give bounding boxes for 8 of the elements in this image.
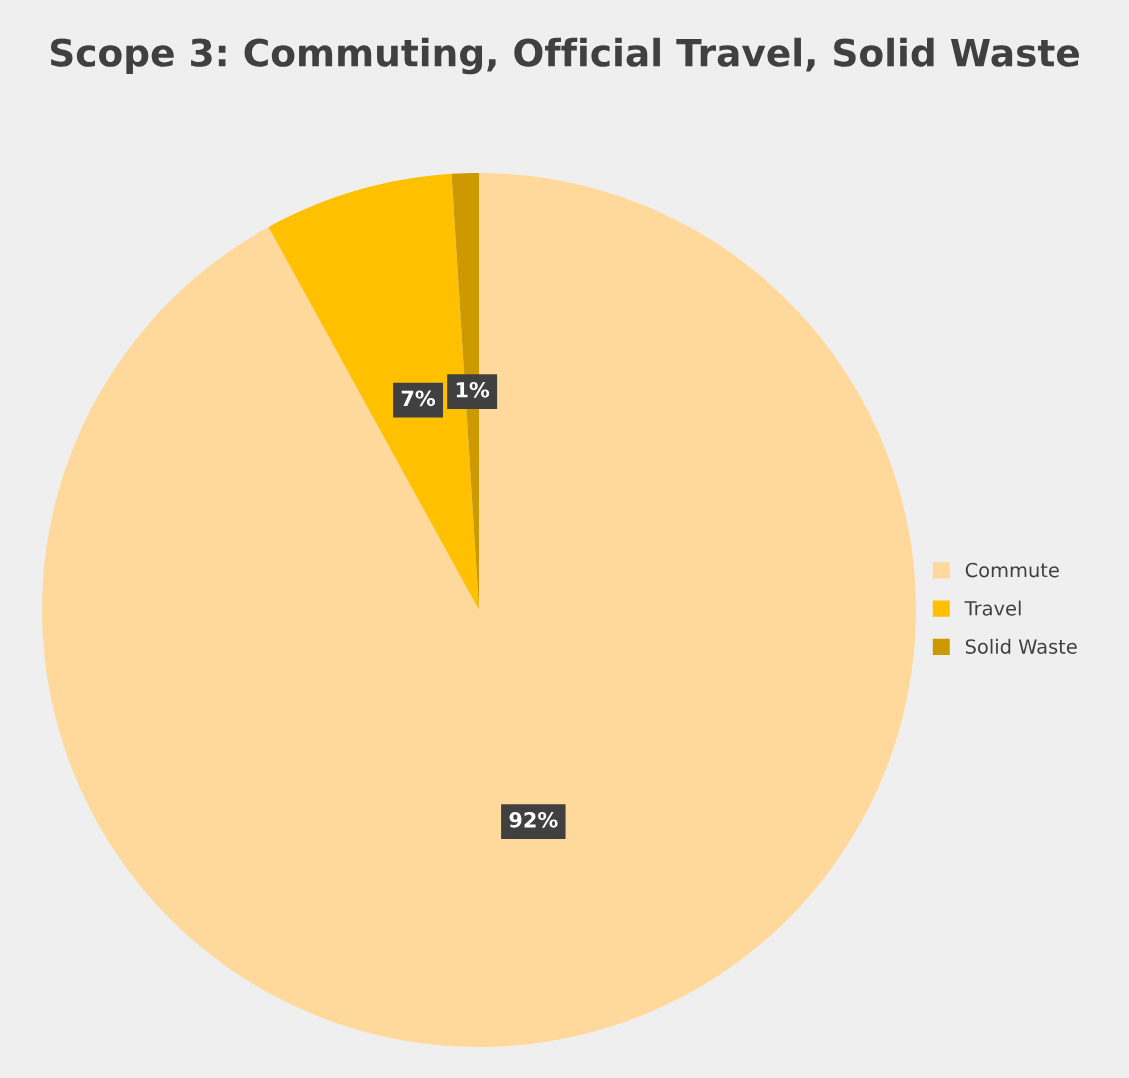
pie-slice (42, 173, 916, 1047)
legend-label: Commute (965, 562, 1059, 578)
data-label: 1% (456, 381, 490, 398)
legend-label: Solid Waste (965, 638, 1077, 654)
data-label: 92% (509, 811, 558, 828)
legend-label: Travel (964, 600, 1021, 616)
data-label: 7% (401, 390, 436, 407)
chart-title: Scope 3: Commuting, Official Travel, Solid Waste (50, 37, 1079, 75)
